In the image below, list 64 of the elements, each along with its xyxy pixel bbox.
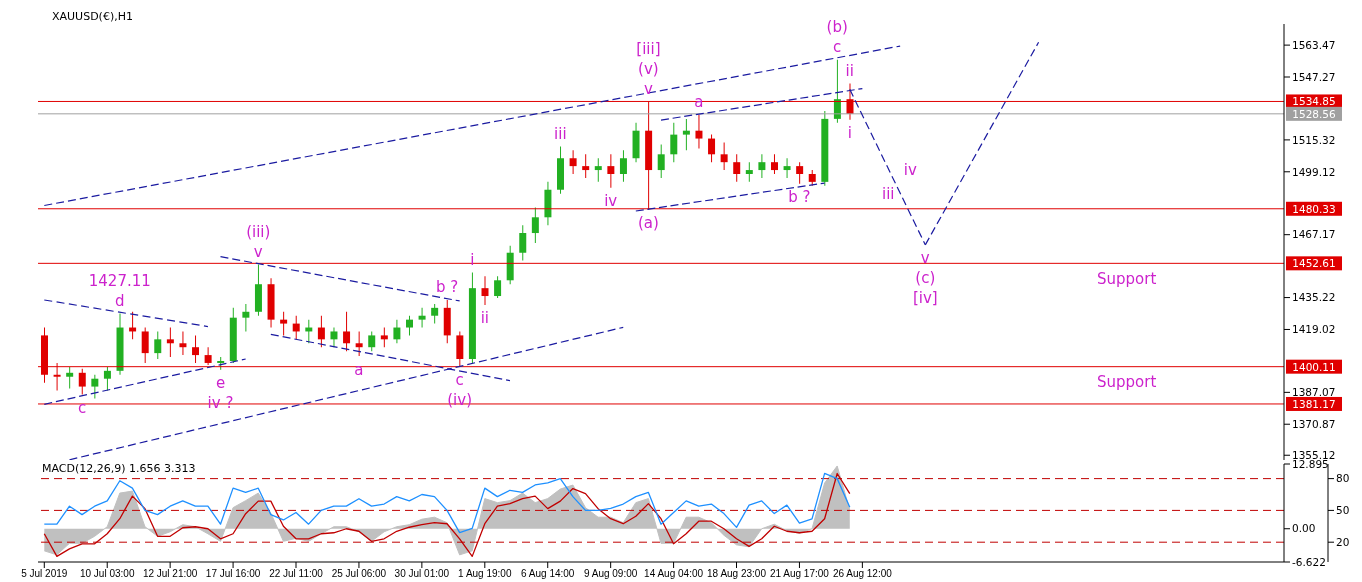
x-tick-label: 22 Jul 11:00 xyxy=(269,568,324,580)
annotation: b ? xyxy=(435,278,459,297)
chart-title: XAUUSD(€),H1 xyxy=(52,10,133,23)
x-tick-label: 10 Jul 03:00 xyxy=(79,568,135,580)
y-tick-label: 0.00 xyxy=(1292,522,1316,535)
annotation: v xyxy=(253,243,263,262)
y-tick-label: 1547.27 xyxy=(1292,70,1336,83)
annotation: Support xyxy=(1097,269,1157,288)
ref-line-label: 1381.17 xyxy=(1292,397,1336,410)
annotation: e xyxy=(215,374,226,393)
x-tick-label: 5 Jul 2019 xyxy=(21,568,68,580)
x-tick-label: 12 Jul 21:00 xyxy=(142,568,198,580)
y-tick-label: -6.622 xyxy=(1292,555,1326,568)
x-tick-label: 9 Aug 09:00 xyxy=(583,568,638,580)
annotation: (a) xyxy=(637,213,659,232)
ref-line-label: 1452.61 xyxy=(1292,257,1336,270)
ref-line-label: 1480.33 xyxy=(1292,202,1336,215)
chart-title: MACD(12,26,9) 1.656 3.313 xyxy=(42,462,196,475)
annotation: [iii] xyxy=(636,39,661,58)
y-tick-label: 1515.32 xyxy=(1292,133,1336,146)
x-tick-label: 17 Jul 16:00 xyxy=(205,568,261,580)
annotation: [iv] xyxy=(912,289,938,308)
y-tick-label: 1467.17 xyxy=(1292,228,1336,241)
annotation: iv xyxy=(604,192,618,211)
annotation: ii xyxy=(845,61,854,80)
x-tick-label: 18 Aug 23:00 xyxy=(707,568,767,580)
x-tick-label: 25 Jul 06:00 xyxy=(331,568,387,580)
annotation: (v) xyxy=(638,59,659,78)
annotation: (c) xyxy=(915,269,936,288)
ref-line-label: 1528.56 xyxy=(1292,107,1337,120)
annotation: c xyxy=(833,38,842,57)
x-tick-label: 14 Aug 04:00 xyxy=(644,568,704,580)
annotation: v xyxy=(920,249,930,268)
annotation: c xyxy=(77,398,87,417)
ref-line-label: 1400.11 xyxy=(1292,360,1336,373)
y2-tick-label: 50 xyxy=(1336,504,1350,517)
y-tick-label: 1370.87 xyxy=(1292,417,1336,430)
annotation: Support xyxy=(1097,373,1157,392)
annotation: v xyxy=(643,79,653,98)
annotation: d xyxy=(115,292,125,311)
x-tick-label: 30 Jul 01:00 xyxy=(394,568,450,580)
annotation: iii xyxy=(554,124,567,143)
annotation: b ? xyxy=(788,188,811,207)
y-tick-label: 1435.22 xyxy=(1292,291,1336,304)
ref-line-label: 1534.85 xyxy=(1292,95,1336,108)
annotation: i xyxy=(470,250,475,269)
y-tick-label: 1419.02 xyxy=(1292,323,1336,336)
annotation: 1427.11 xyxy=(88,272,151,291)
annotation: i xyxy=(847,124,852,143)
y-tick-label: 1387.07 xyxy=(1292,386,1336,399)
x-tick-label: 26 Aug 12:00 xyxy=(832,568,893,580)
annotation: c xyxy=(455,370,464,389)
x-tick-label: 1 Aug 19:00 xyxy=(458,568,512,580)
annotation: (iii) xyxy=(246,223,271,242)
annotation: iv xyxy=(903,161,917,180)
x-tick-label: 6 Aug 14:00 xyxy=(521,568,575,580)
x-tick-label: 21 Aug 17:00 xyxy=(769,568,830,580)
annotation: (b) xyxy=(826,18,848,37)
y-tick-label: 1563.47 xyxy=(1292,38,1336,51)
annotation: ii xyxy=(480,309,489,328)
y2-tick-label: 80 xyxy=(1336,472,1350,485)
y2-tick-label: 20 xyxy=(1336,535,1350,548)
y-tick-label: 1499.12 xyxy=(1292,165,1336,178)
annotation: iii xyxy=(882,185,895,204)
